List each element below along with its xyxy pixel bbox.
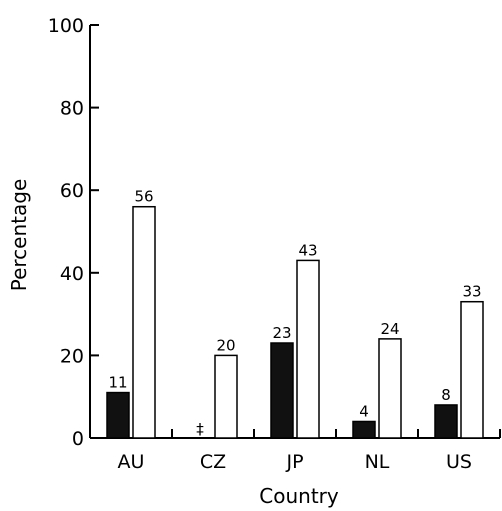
value-labels: 11 56 ‡ 20 23 43 4 24 8 33: [108, 188, 481, 438]
y-axis: 0 20 40 60 80 100: [48, 15, 99, 450]
bar-series-2: [214, 354, 238, 439]
data-label: 8: [441, 386, 451, 404]
data-label: 11: [108, 374, 127, 392]
bar-series-2: [296, 259, 320, 439]
bar-series-1: [352, 420, 376, 439]
y-tick-label: 100: [48, 15, 84, 37]
bar-series-1: [270, 342, 294, 439]
x-axis: AU CZ JP NL US: [90, 429, 501, 473]
x-tick-label: AU: [118, 451, 145, 473]
x-tick-label: CZ: [200, 451, 226, 473]
bar-series-2: [460, 300, 484, 439]
data-label: 56: [134, 188, 153, 206]
y-tick-label: 0: [72, 428, 84, 450]
bar-series-2: [378, 338, 402, 439]
data-label: 43: [298, 241, 317, 259]
y-tick-label: 40: [60, 263, 84, 285]
x-tick-label: NL: [365, 451, 390, 473]
x-tick-label: JP: [285, 451, 303, 473]
bar-series-1: [106, 391, 130, 439]
data-label: 20: [216, 336, 235, 354]
y-tick-label: 80: [60, 98, 84, 120]
data-label: 24: [380, 320, 399, 338]
y-tick-label: 60: [60, 180, 84, 202]
data-label-no-data: ‡: [196, 420, 204, 438]
data-label: 4: [359, 402, 369, 420]
bar-series-1: [434, 404, 458, 439]
bar-series-2: [132, 205, 156, 439]
y-axis-title: Percentage: [7, 179, 31, 292]
data-label: 23: [272, 324, 291, 342]
y-tick-label: 20: [60, 345, 84, 367]
x-tick-label: US: [446, 451, 472, 473]
bars: [106, 205, 484, 439]
x-axis-title: Country: [259, 484, 339, 508]
data-label: 33: [462, 283, 481, 301]
